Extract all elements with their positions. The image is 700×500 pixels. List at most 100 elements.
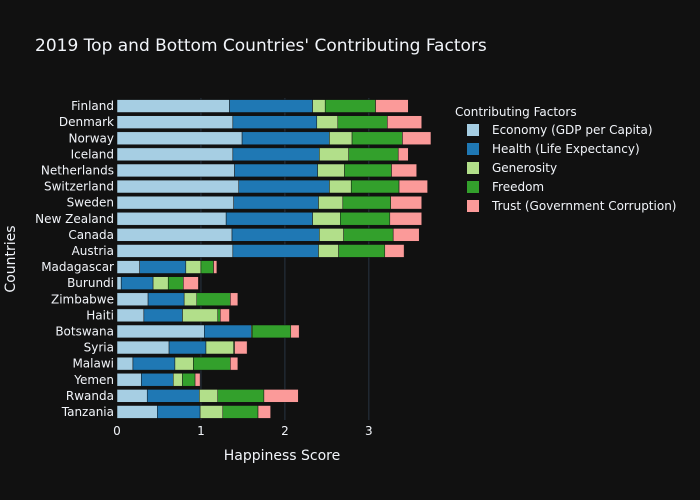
bar-segment: [116, 195, 234, 210]
bar-segment: [225, 212, 313, 226]
bar-segment: [193, 356, 231, 371]
bar-segment: [397, 147, 409, 162]
x-axis-label: Happiness Score: [224, 448, 341, 464]
bar-stack-norway: [116, 131, 432, 145]
bar-segment: [312, 99, 326, 113]
bar-segment: [230, 292, 239, 306]
bar-segment: [116, 260, 140, 274]
bar-segment: [116, 115, 234, 129]
y-tick-label: Iceland: [71, 147, 114, 161]
legend-entry: Health (Life Expectancy): [492, 142, 640, 156]
bar-stack-yemen: [116, 373, 201, 387]
bar-segment: [183, 292, 198, 306]
bar-segment: [329, 131, 353, 145]
y-tick-label: Malawi: [72, 357, 114, 371]
bar-segment: [146, 389, 200, 403]
bar-segment: [350, 179, 400, 194]
bar-segment: [233, 195, 319, 210]
y-tick-label: Zimbabwe: [51, 292, 114, 306]
bar-segment: [290, 324, 300, 339]
y-tick-label: Yemen: [73, 373, 114, 387]
bar-stack-botswana: [116, 324, 300, 339]
bar-segment: [318, 244, 339, 258]
y-tick-label: Switzerland: [44, 180, 114, 194]
bar-segment: [174, 356, 194, 371]
bar-segment: [213, 260, 218, 274]
bar-segment: [182, 373, 196, 387]
bar-segment: [196, 292, 231, 306]
x-tick-labels: 0 1 2 3: [113, 424, 372, 438]
bar-segment: [194, 373, 201, 387]
chart-title: 2019 Top and Bottom Countries' Contribut…: [35, 36, 487, 56]
bar-segment: [231, 228, 320, 242]
bar-stack-sweden: [116, 195, 422, 210]
bar-segment: [185, 260, 202, 274]
y-tick-label: New Zealand: [35, 212, 114, 226]
bar-segment: [387, 115, 422, 129]
legend-swatch: [467, 143, 479, 155]
bar-segment: [116, 99, 230, 113]
bar-segment: [337, 115, 388, 129]
bar-stack-austria: [116, 244, 405, 258]
bar-segment: [217, 389, 265, 403]
bar-segment: [389, 212, 422, 226]
bar-segment: [116, 147, 234, 162]
y-tick-label: Denmark: [59, 115, 114, 129]
bar-stack-iceland: [116, 147, 409, 162]
bar-segment: [205, 340, 234, 355]
bar-segment: [116, 292, 149, 306]
bar-segment: [116, 308, 145, 323]
y-tick-label: Tanzania: [61, 405, 114, 419]
bar-segment: [257, 405, 271, 419]
y-tick-label: Madagascar: [41, 260, 114, 274]
bar-segment: [343, 228, 394, 242]
bar-segment: [220, 308, 230, 323]
bar-stack-canada: [116, 228, 420, 242]
bar-stack-tanzania: [116, 405, 271, 419]
bar-segment: [317, 163, 345, 178]
bar-segment: [263, 389, 299, 403]
bar-segment: [116, 373, 142, 387]
bar-segment: [312, 212, 341, 226]
bar-stack-rwanda: [116, 389, 299, 403]
bar-segment: [199, 405, 224, 419]
x-tick-label: 0: [113, 424, 121, 438]
bar-segment: [200, 260, 214, 274]
bar-segment: [375, 99, 409, 113]
bar-stack-switzerland: [116, 179, 428, 194]
bar-segment: [116, 228, 233, 242]
bar-segment: [348, 147, 399, 162]
bar-stack-madagascar: [116, 260, 218, 274]
y-tick-label: Sweden: [67, 196, 114, 210]
bar-stack-denmark: [116, 115, 422, 129]
y-tick-label: Austria: [72, 244, 114, 258]
bar-segment: [116, 276, 122, 290]
bar-segment: [152, 276, 169, 290]
bar-segment: [172, 373, 183, 387]
y-tick-label: Canada: [68, 228, 114, 242]
bar-segment: [391, 163, 417, 178]
bar-segment: [116, 179, 239, 194]
bar-segment: [143, 308, 183, 323]
x-tick-label: 3: [365, 424, 373, 438]
bar-segment: [116, 389, 148, 403]
bar-segment: [116, 131, 243, 145]
y-tick-label: Haiti: [86, 308, 114, 322]
bar-segment: [402, 131, 432, 145]
legend-swatch: [467, 124, 479, 136]
y-tick-label: Rwanda: [66, 389, 114, 403]
y-tick-label: Botswana: [55, 324, 114, 338]
legend-entry: Freedom: [492, 180, 544, 194]
bar-segment: [116, 163, 235, 178]
bar-segment: [351, 131, 403, 145]
bar-segment: [318, 195, 344, 210]
bar-stack-syria: [116, 340, 248, 355]
legend-swatch: [467, 200, 479, 212]
bar-segment: [204, 324, 252, 339]
bar-segment: [398, 179, 428, 194]
bar-segment: [234, 163, 318, 178]
bar-segment: [120, 276, 154, 290]
bar-segment: [392, 228, 420, 242]
bar-segment: [141, 373, 174, 387]
bar-stack-zimbabwe: [116, 292, 239, 306]
